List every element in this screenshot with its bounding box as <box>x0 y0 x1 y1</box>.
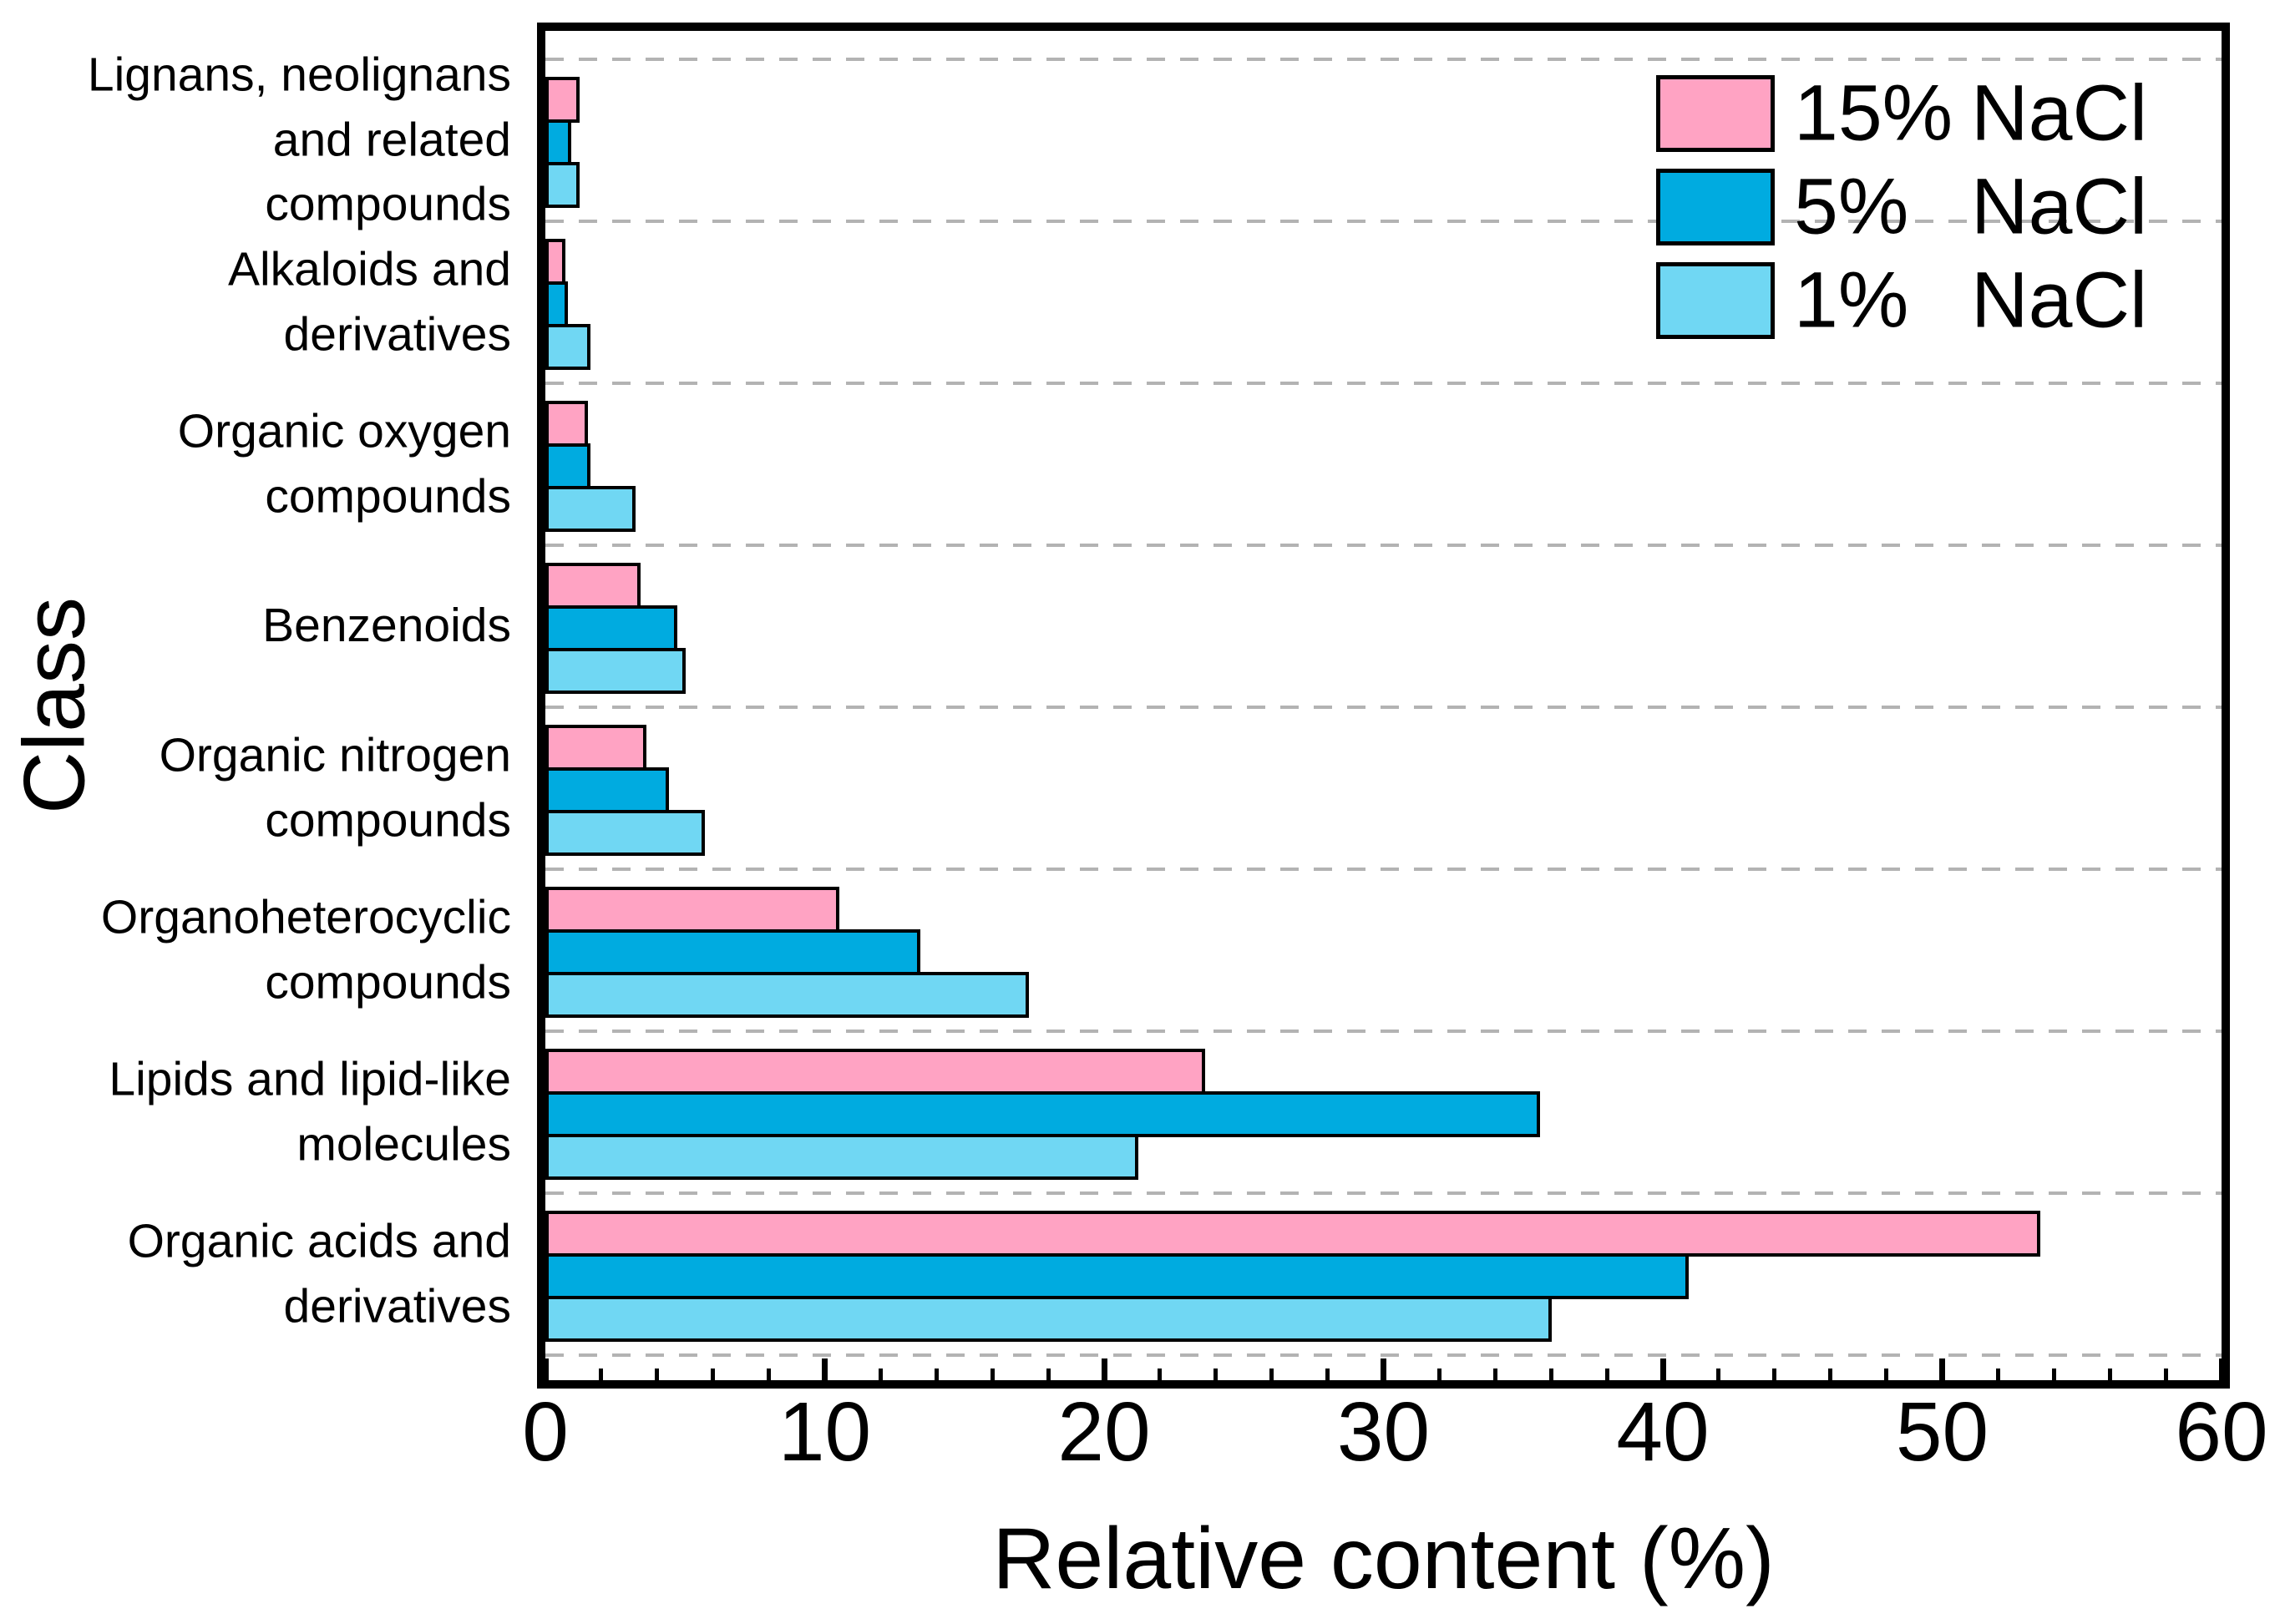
bar-5nacl-2 <box>545 281 568 327</box>
bar-1nacl-4 <box>545 648 686 694</box>
bar-15nacl-5 <box>545 725 646 771</box>
bar-15nacl-8 <box>545 1211 2040 1257</box>
category-label: Lignans, neolignans and related compounds <box>87 48 511 231</box>
x-axis-minor-tick <box>1046 1369 1051 1380</box>
plot-area <box>537 23 2230 1389</box>
legend-salt-text: NaCl <box>1971 255 2148 345</box>
gridline <box>545 220 2222 223</box>
category-label: Organic acids and derivatives <box>127 1214 511 1333</box>
legend-swatch-1pct <box>1656 262 1775 339</box>
x-axis-minor-tick <box>655 1369 660 1380</box>
x-axis-tick-label: 40 <box>1616 1385 1710 1479</box>
x-axis-minor-tick <box>1604 1369 1609 1380</box>
x-axis-minor-tick <box>1158 1369 1163 1380</box>
bar-5nacl-4 <box>545 605 677 651</box>
x-axis-minor-tick <box>878 1369 883 1380</box>
bar-5nacl-7 <box>545 1091 1540 1137</box>
x-axis-minor-tick <box>1828 1369 1833 1380</box>
bar-1nacl-1 <box>545 162 580 208</box>
x-axis-major-tick <box>542 1358 549 1380</box>
x-axis-minor-tick <box>1548 1369 1553 1380</box>
x-axis-major-tick <box>822 1358 828 1380</box>
category-label: Organic nitrogen compounds <box>159 728 511 847</box>
x-axis-minor-tick <box>934 1369 939 1380</box>
x-axis-tick-label: 30 <box>1336 1385 1431 1479</box>
bar-1nacl-3 <box>545 486 636 532</box>
x-axis-tick-label: 10 <box>778 1385 872 1479</box>
legend-label-1pct: 1% NaCl <box>1794 255 2147 347</box>
x-axis-title: Relative content (%) <box>992 1510 1775 1607</box>
x-axis-minor-tick <box>1716 1369 1721 1380</box>
category-label: Alkaloids and derivatives <box>227 242 511 361</box>
x-axis-minor-tick <box>1325 1369 1330 1380</box>
x-axis-minor-tick <box>1772 1369 1777 1380</box>
x-axis-minor-tick <box>767 1369 772 1380</box>
bar-1nacl-5 <box>545 810 705 856</box>
x-axis-minor-tick <box>1269 1369 1274 1380</box>
category-label: Lipids and lipid-like molecules <box>109 1052 511 1171</box>
gridline <box>545 868 2222 871</box>
bar-1nacl-6 <box>545 972 1029 1018</box>
bar-15nacl-6 <box>545 887 839 933</box>
category-label: Organic oxygen compounds <box>177 404 511 523</box>
x-axis-major-tick <box>1939 1358 1945 1380</box>
gridline <box>545 1353 2222 1357</box>
x-axis-minor-tick <box>1213 1369 1219 1380</box>
x-axis-tick-label: 60 <box>2175 1385 2268 1479</box>
x-axis-minor-tick <box>599 1369 604 1380</box>
bar-15nacl-4 <box>545 563 641 609</box>
legend-swatch-15pct <box>1656 75 1775 152</box>
bar-15nacl-1 <box>545 77 580 123</box>
x-axis-minor-tick <box>1995 1369 2000 1380</box>
x-axis-minor-tick <box>2163 1369 2168 1380</box>
bar-5nacl-1 <box>545 119 571 165</box>
legend-salt-text: NaCl <box>1971 162 2148 251</box>
x-axis-major-tick <box>1381 1358 1386 1380</box>
bar-1nacl-7 <box>545 1134 1138 1180</box>
bar-5nacl-8 <box>545 1253 1689 1299</box>
legend-label-5pct: 5% NaCl <box>1794 162 2147 253</box>
bar-1nacl-2 <box>545 324 590 370</box>
gridline <box>545 706 2222 709</box>
x-axis-minor-tick <box>2051 1369 2056 1380</box>
x-axis-minor-tick <box>1884 1369 1889 1380</box>
bar-5nacl-3 <box>545 443 590 489</box>
bar-15nacl-3 <box>545 401 588 447</box>
legend-pct-text: 15% <box>1794 68 1953 158</box>
x-axis-major-tick <box>1101 1358 1107 1380</box>
gridline <box>545 1030 2222 1033</box>
gridline <box>545 58 2222 61</box>
x-axis-minor-tick <box>2107 1369 2112 1380</box>
x-axis-minor-tick <box>990 1369 995 1380</box>
x-axis-minor-tick <box>1492 1369 1497 1380</box>
x-axis-minor-tick <box>1436 1369 1441 1380</box>
x-axis-major-tick <box>2218 1358 2225 1380</box>
bar-5nacl-5 <box>545 767 669 813</box>
bar-1nacl-8 <box>545 1296 1552 1342</box>
x-axis-tick-label: 50 <box>1895 1385 1989 1479</box>
x-axis-major-tick <box>1659 1358 1666 1380</box>
x-axis-minor-tick <box>711 1369 716 1380</box>
legend-pct-text: 1% <box>1794 255 1909 345</box>
bar-15nacl-2 <box>545 239 565 285</box>
legend-label-15pct: 15% NaCl <box>1794 68 2147 159</box>
x-axis-tick-label: 20 <box>1057 1385 1151 1479</box>
category-label: Organoheterocyclic compounds <box>100 890 511 1009</box>
gridline <box>545 544 2222 547</box>
gridline <box>545 1191 2222 1195</box>
x-axis-tick-label: 0 <box>522 1385 569 1479</box>
legend-swatch-5pct <box>1656 169 1775 245</box>
legend-salt-text: NaCl <box>1971 68 2148 158</box>
bar-15nacl-7 <box>545 1049 1205 1095</box>
bar-5nacl-6 <box>545 929 920 975</box>
gridline <box>545 382 2222 385</box>
category-label: Benzenoids <box>262 599 511 653</box>
legend-pct-text: 5% <box>1794 162 1909 251</box>
